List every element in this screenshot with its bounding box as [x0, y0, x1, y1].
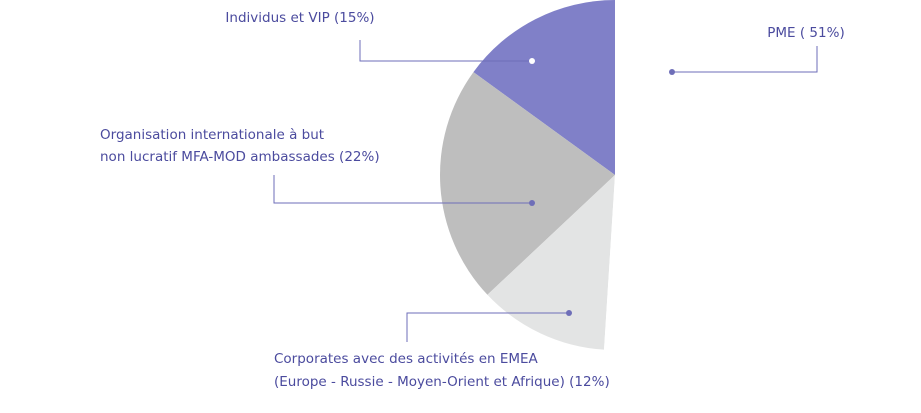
- slice-label: Corporates avec des activités en EMEA: [274, 351, 539, 367]
- leader-dot: [669, 69, 675, 75]
- leader-dot: [529, 200, 535, 206]
- leader-dot: [529, 58, 535, 64]
- leader-line: [273, 175, 532, 204]
- slice-label: Organisation internationale à but: [100, 127, 324, 143]
- leader-line: [359, 40, 532, 62]
- slice-label: (Europe - Russie - Moyen-Orient et Afriq…: [274, 374, 610, 390]
- pie-slice: [473, 0, 615, 175]
- pie-slice: [439, 72, 615, 295]
- leader-line: [672, 46, 818, 73]
- leader-dot: [566, 310, 572, 316]
- slice-label: Individus et VIP (15%): [225, 10, 374, 26]
- pie-slice: [487, 175, 615, 350]
- leader-line: [406, 312, 569, 342]
- pie-slice: [604, 0, 791, 350]
- slice-label: non lucratif MFA-MOD ambassades (22%): [100, 149, 380, 165]
- slice-label: PME ( 51%): [767, 25, 844, 41]
